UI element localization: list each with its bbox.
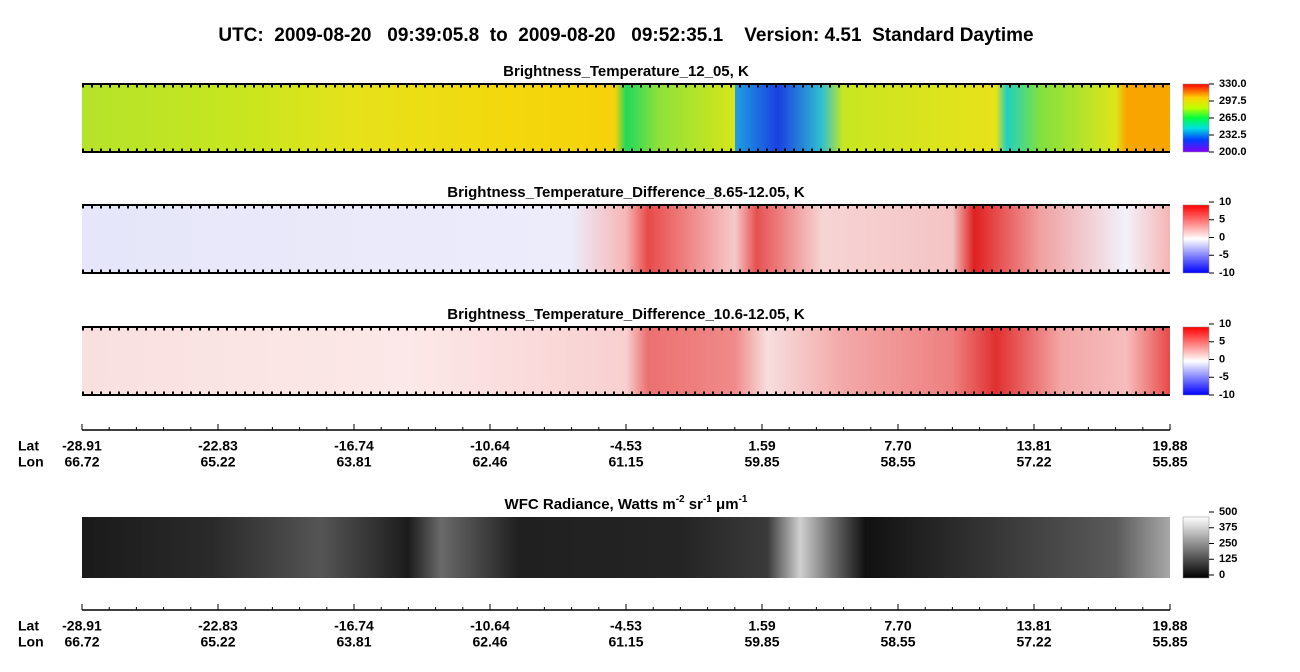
- lon-tick-label: 58.55: [880, 454, 915, 470]
- title-text: WFC Radiance, Watts m: [505, 496, 676, 513]
- lon-tick-label: 66.72: [64, 454, 99, 470]
- lat-tick-label: -4.53: [610, 438, 642, 454]
- title-text: Brightness_Temperature_Difference_8.65-1…: [447, 184, 805, 201]
- colorbar-tick-label: -5: [1219, 371, 1229, 383]
- colorbar: [1182, 516, 1210, 579]
- lon-tick-label: 65.22: [200, 634, 235, 650]
- lat-tick-label: -22.83: [198, 438, 238, 454]
- lat-tick-label: 7.70: [884, 618, 911, 634]
- lon-tick-label: 57.22: [1016, 454, 1051, 470]
- lon-tick-label: 59.85: [744, 634, 779, 650]
- colorbar: [1182, 326, 1210, 396]
- colorbar-tick-label: 232.5: [1219, 129, 1247, 141]
- lon-tick-label: 63.81: [336, 454, 371, 470]
- lat-tick-label: -16.74: [334, 618, 374, 634]
- lat-label: Lat: [18, 438, 39, 454]
- title-text: Brightness_Temperature_Difference_10.6-1…: [447, 306, 805, 323]
- colorbar-tick-label: 330.0: [1219, 78, 1247, 90]
- lon-tick-label: 59.85: [744, 454, 779, 470]
- colorbar-tick-label: 125: [1219, 553, 1237, 565]
- lat-tick-label: 13.81: [1016, 618, 1051, 634]
- lat-tick-label: 7.70: [884, 438, 911, 454]
- lat-tick-label: 1.59: [748, 618, 775, 634]
- title-text: sr: [685, 496, 704, 513]
- lat-tick-label: -10.64: [470, 438, 510, 454]
- lat-tick-label: 13.81: [1016, 438, 1051, 454]
- lon-tick-label: 61.15: [608, 634, 643, 650]
- title-superscript: -1: [703, 494, 712, 505]
- colorbar-tick-label: -10: [1219, 389, 1235, 401]
- colorbar: [1182, 83, 1210, 153]
- colorbar-tick-label: 265.0: [1219, 112, 1247, 124]
- colorbar-tick-label: 375: [1219, 522, 1237, 534]
- colorbar-tick-label: 5: [1219, 214, 1225, 226]
- lon-tick-label: 63.81: [336, 634, 371, 650]
- colorbar-tick-label: 0: [1219, 231, 1225, 243]
- lat-tick-label: 19.88: [1152, 618, 1187, 634]
- image-strip: [82, 327, 1170, 395]
- title-superscript: -2: [676, 494, 685, 505]
- image-strip: [82, 517, 1170, 578]
- lon-tick-label: 61.15: [608, 454, 643, 470]
- lon-label: Lon: [18, 634, 44, 650]
- lat-tick-label: -16.74: [334, 438, 374, 454]
- panel-title: Brightness_Temperature_Difference_10.6-1…: [447, 306, 805, 323]
- panel-title: Brightness_Temperature_Difference_8.65-1…: [447, 184, 805, 201]
- lat-tick-label: -10.64: [470, 618, 510, 634]
- lat-tick-label: 19.88: [1152, 438, 1187, 454]
- panel-title: WFC Radiance, Watts m-2 sr-1 μm-1: [505, 494, 748, 513]
- colorbar: [1182, 204, 1210, 274]
- lon-tick-label: 62.46: [472, 454, 507, 470]
- colorbar-tick-label: 10: [1219, 318, 1231, 330]
- panel-title: Brightness_Temperature_12_05, K: [503, 63, 749, 80]
- lat-tick-label: -4.53: [610, 618, 642, 634]
- lon-tick-label: 62.46: [472, 634, 507, 650]
- lat-tick-label: -22.83: [198, 618, 238, 634]
- colorbar-tick-label: -10: [1219, 267, 1235, 279]
- lon-tick-label: 57.22: [1016, 634, 1051, 650]
- lat-tick-label: 1.59: [748, 438, 775, 454]
- colorbar-tick-label: 0: [1219, 569, 1225, 581]
- colorbar-tick-label: 0: [1219, 353, 1225, 365]
- title-superscript: -1: [739, 494, 748, 505]
- colorbar-tick-label: 500: [1219, 506, 1237, 518]
- lon-label: Lon: [18, 454, 44, 470]
- image-strip: [82, 205, 1170, 273]
- colorbar-tick-label: 10: [1219, 196, 1231, 208]
- colorbar-tick-label: 200.0: [1219, 146, 1247, 158]
- lat-tick-label: -28.91: [62, 618, 102, 634]
- colorbar-tick-label: -5: [1219, 249, 1229, 261]
- lon-tick-label: 55.85: [1152, 454, 1187, 470]
- image-strip: [82, 84, 1170, 152]
- lon-tick-label: 66.72: [64, 634, 99, 650]
- title-text: Brightness_Temperature_12_05, K: [503, 63, 749, 80]
- colorbar-tick-label: 250: [1219, 537, 1237, 549]
- figure-title: UTC: 2009-08-20 09:39:05.8 to 2009-08-20…: [218, 25, 1033, 46]
- lon-tick-label: 55.85: [1152, 634, 1187, 650]
- colorbar-tick-label: 297.5: [1219, 95, 1247, 107]
- title-text: μm: [712, 496, 739, 513]
- colorbar-tick-label: 5: [1219, 336, 1225, 348]
- lon-tick-label: 58.55: [880, 634, 915, 650]
- lat-label: Lat: [18, 618, 39, 634]
- lat-tick-label: -28.91: [62, 438, 102, 454]
- lon-tick-label: 65.22: [200, 454, 235, 470]
